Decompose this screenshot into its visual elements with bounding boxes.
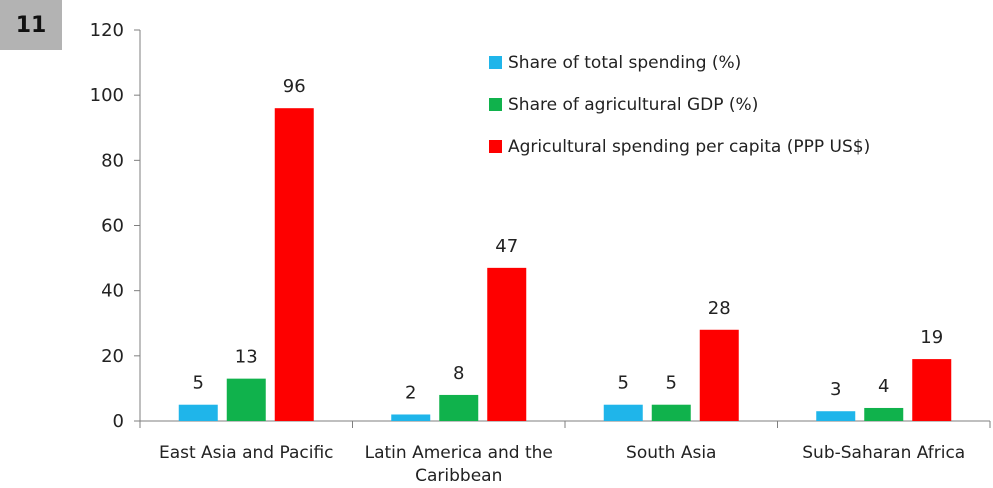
chart-legend: Share of total spending (%) Share of agri…	[489, 53, 870, 157]
y-tick-label: 120	[90, 20, 124, 41]
legend-entry: Agricultural spending per capita (PPP US…	[508, 137, 870, 157]
legend-swatch	[489, 98, 502, 111]
legend-swatch	[489, 140, 502, 153]
y-tick-label: 100	[90, 85, 124, 106]
bar	[699, 329, 739, 421]
bar	[603, 404, 643, 421]
bar	[178, 404, 218, 421]
bar	[816, 411, 856, 421]
legend-swatch	[489, 56, 502, 69]
data-label: 5	[618, 373, 629, 394]
data-label: 96	[283, 76, 306, 97]
legend-entry: Share of total spending (%)	[508, 53, 741, 73]
data-label: 5	[666, 373, 677, 394]
y-tick-label: 80	[101, 150, 124, 171]
bar	[439, 394, 479, 421]
data-label: 19	[920, 327, 943, 348]
bar	[651, 404, 691, 421]
data-label: 8	[453, 363, 464, 384]
y-tick-label: 0	[113, 411, 124, 432]
data-label: 5	[193, 373, 204, 394]
bar	[391, 414, 431, 421]
bar	[864, 407, 904, 421]
data-label: 4	[878, 376, 889, 397]
x-tick-label: East Asia and Pacific	[159, 443, 334, 463]
data-label: 28	[708, 298, 731, 319]
x-tick-label: South Asia	[626, 443, 716, 463]
bar	[226, 378, 266, 421]
data-label: 13	[235, 347, 258, 368]
x-tick-label: Caribbean	[415, 466, 502, 486]
x-tick-label: Sub-Saharan Africa	[802, 443, 965, 463]
x-tick-label: Latin America and the	[365, 443, 553, 463]
y-tick-label: 60	[101, 216, 124, 237]
figure-number-badge: 11	[0, 0, 62, 50]
bar	[487, 267, 527, 421]
bar	[912, 359, 952, 421]
chart-bars	[178, 108, 952, 421]
legend-entry: Share of agricultural GDP (%)	[508, 95, 758, 115]
figure-number: 11	[15, 12, 47, 38]
y-tick-label: 40	[101, 281, 124, 302]
bar	[274, 108, 314, 421]
y-tick-label: 20	[101, 346, 124, 367]
data-label: 3	[830, 379, 841, 400]
data-label: 2	[405, 382, 416, 403]
data-label: 47	[495, 236, 518, 257]
